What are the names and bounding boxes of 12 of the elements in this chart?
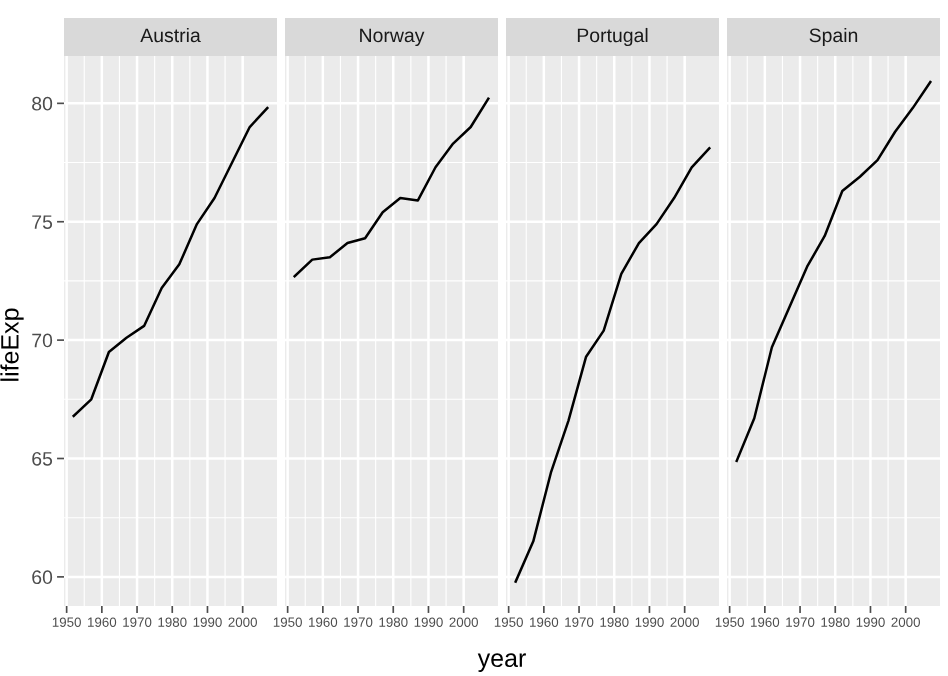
y-tick-label: 70 [32, 333, 53, 348]
y-tick-label: 75 [32, 215, 53, 229]
y-tick-label: 80 [32, 96, 53, 111]
line-series [72, 106, 269, 418]
chart-title: Austria [140, 27, 201, 43]
chart-title: Portugal [577, 27, 648, 47]
text: year [477, 653, 526, 672]
y-tick-label: 65 [32, 451, 53, 466]
chart-title: Norway [360, 28, 425, 47]
y-tick-label: 60 [32, 570, 53, 585]
y-axis-title: lifeExp [0, 308, 24, 381]
chart-title: Spain [809, 27, 858, 47]
